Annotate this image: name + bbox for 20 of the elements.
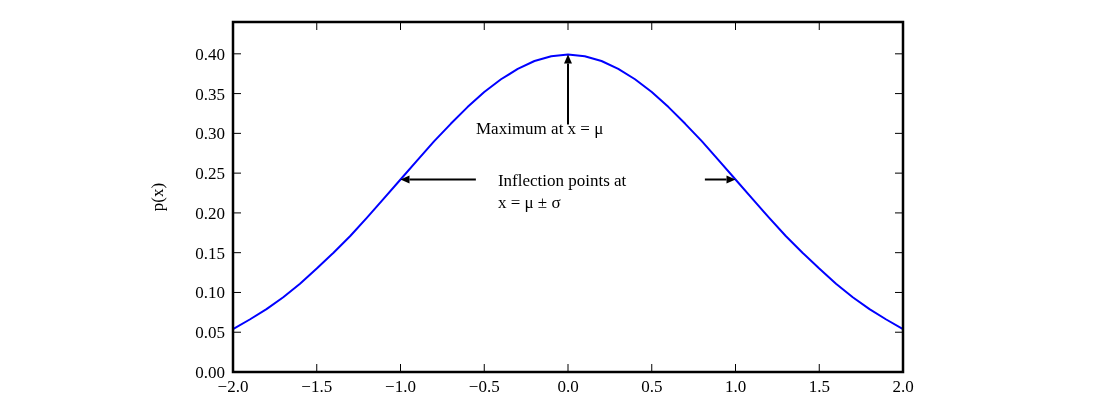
y-axis-title: p(x): [148, 182, 167, 212]
y-tick-label: 0.10: [195, 283, 225, 303]
y-tick-label: 0.05: [195, 323, 225, 343]
y-tick-label: 0.35: [195, 84, 225, 104]
x-tick-label: 0.5: [641, 377, 663, 396]
annotation: Inflection points at x = μ ± σ: [497, 170, 627, 212]
line-series: [232, 53, 904, 331]
y-tick-label: 0.30: [195, 124, 225, 144]
x-tick-label: −1.5: [301, 377, 333, 396]
y-tick-label: 0.25: [195, 164, 225, 184]
x-tick-label: −1.0: [385, 377, 416, 396]
x-tick-label: 2.0: [892, 377, 914, 396]
x-tick-label: 1.5: [808, 377, 830, 396]
x-tick-label: −0.5: [468, 377, 500, 396]
y-tick-label: 0.20: [195, 203, 225, 223]
x-tick-label: 0.0: [557, 377, 579, 396]
annotation: Maximum at x = μ: [476, 118, 604, 138]
y-tick-label: 0.40: [195, 44, 225, 64]
y-tick-label: 0.15: [195, 243, 225, 263]
x-tick-label: 1.0: [724, 377, 747, 396]
